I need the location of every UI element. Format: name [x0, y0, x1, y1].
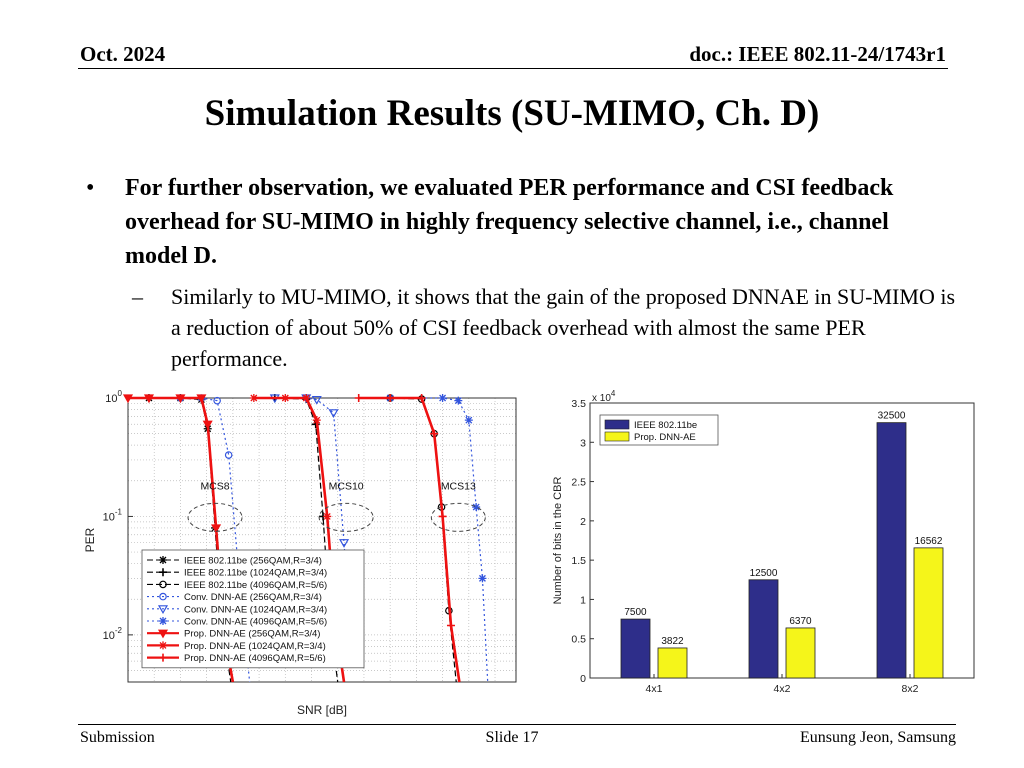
y-tick-label: 10-2	[103, 626, 123, 642]
bar-value-label: 6370	[789, 616, 812, 627]
legend-swatch	[604, 431, 630, 442]
x-axis-label: SNR [dB]	[297, 703, 347, 717]
data-point	[472, 503, 481, 512]
bar	[657, 647, 688, 679]
legend-marker	[159, 568, 167, 577]
x-tick-label: 8x2	[902, 683, 919, 695]
data-point	[213, 396, 221, 405]
y-tick-label: 3.5	[571, 398, 586, 410]
data-point	[438, 512, 447, 521]
plot-frame	[127, 397, 517, 683]
legend-label: Conv. DNN-AE (1024QAM,R=3/4)	[184, 604, 327, 615]
mcs-annotation: MCS8	[200, 480, 229, 492]
data-point	[175, 394, 186, 404]
y-tick-label: 1	[580, 594, 586, 606]
data-point	[354, 394, 363, 402]
data-point	[202, 420, 213, 430]
y-axis-label: PER	[83, 527, 97, 552]
legend-marker	[159, 653, 167, 662]
bar	[748, 579, 779, 679]
legend-label: Conv. DNN-AE (256QAM,R=3/4)	[184, 592, 322, 603]
bar	[876, 422, 907, 679]
mcs-annotation: MCS10	[329, 480, 364, 492]
legend-marker	[159, 556, 167, 564]
bullet-text: For further observation, we evaluated PE…	[125, 175, 894, 269]
header-doc-id: doc.: IEEE 802.11-24/1743r1	[689, 42, 946, 66]
x-tick-label: 4x2	[774, 683, 791, 695]
y-multiplier-label: x 104	[592, 389, 616, 404]
legend-marker	[157, 605, 169, 615]
y-tick-label: 2.5	[571, 477, 586, 489]
legend-marker	[157, 629, 169, 639]
header-date: Oct. 2024	[80, 42, 166, 66]
footer-author: Eunsung Jeon, Samsung	[800, 729, 956, 746]
data-point	[338, 539, 350, 548]
bullet-marker: •	[86, 175, 95, 201]
data-point	[302, 394, 311, 402]
y-tick-label: 0	[580, 673, 586, 685]
legend-label: Prop. DNN-AE	[634, 432, 696, 443]
legend-label: IEEE 802.11be (256QAM,R=3/4)	[184, 556, 322, 567]
bar-value-label: 32500	[878, 411, 906, 422]
header-divider	[78, 68, 948, 69]
data-point	[386, 394, 395, 402]
y-tick-label: 100	[105, 389, 122, 405]
slide-title: Simulation Results (SU-MIMO, Ch. D)	[204, 93, 820, 134]
bar-value-label: 7500	[624, 607, 647, 618]
legend-label: Prop. DNN-AE (4096QAM,R=5/6)	[184, 653, 326, 664]
legend-marker	[159, 592, 167, 601]
data-point	[312, 416, 321, 425]
legend-label: Conv. DNN-AE (4096QAM,R=5/6)	[184, 617, 327, 628]
data-point	[328, 409, 339, 419]
y-tick-label: 3	[580, 437, 586, 449]
data-point	[143, 394, 155, 404]
legend-label: Prop. DNN-AE (256QAM,R=3/4)	[184, 629, 320, 640]
data-point	[417, 394, 426, 402]
data-point	[196, 394, 207, 404]
legend-label: IEEE 802.11be	[634, 420, 697, 431]
bar-value-label: 12500	[750, 568, 778, 579]
legend-marker	[159, 580, 167, 589]
legend-swatch	[604, 419, 630, 430]
plot-frame	[589, 402, 975, 679]
data-point	[224, 451, 233, 459]
footer-divider	[78, 724, 956, 725]
bar-value-label: 3822	[661, 636, 684, 647]
data-point	[323, 512, 332, 521]
series-line	[274, 397, 339, 683]
bar-value-label: 16562	[915, 536, 943, 547]
csi-feedback-bar-chart: x 104 0 0.5 1 1.5 2 2.5 3 3.5 Number of bits in t…	[552, 389, 975, 695]
sub-bullet-marker: –	[132, 284, 143, 309]
bar	[913, 547, 944, 679]
legend-label: IEEE 802.11be (1024QAM,R=3/4)	[184, 568, 327, 579]
data-point	[438, 394, 447, 402]
x-tick-label: 4x1	[646, 683, 663, 695]
legend-label: Prop. DNN-AE (1024QAM,R=3/4)	[184, 641, 326, 652]
data-point	[311, 395, 322, 405]
data-point	[454, 396, 463, 405]
footer-slide-number: Slide 17	[485, 729, 539, 746]
per-vs-snr-chart: 100 10-1 10-2 SNR [dB] PER MCS8 MCS10 MCS13 IEEE…	[83, 389, 517, 717]
data-point	[122, 394, 134, 404]
legend-marker	[159, 617, 167, 625]
data-point	[430, 429, 439, 438]
mcs-annotation: MCS13	[441, 480, 476, 492]
data-point	[478, 574, 487, 583]
y-tick-label: 1.5	[571, 555, 586, 567]
bar	[620, 618, 651, 679]
data-point	[464, 416, 473, 425]
data-point	[281, 394, 290, 402]
data-point	[211, 524, 222, 534]
footer-submission: Submission	[80, 729, 155, 746]
legend-label: IEEE 802.11be (4096QAM,R=5/6)	[184, 580, 327, 591]
data-point	[446, 621, 455, 630]
bar	[785, 627, 816, 679]
y-tick-label: 10-1	[103, 507, 123, 523]
y-tick-label: 2	[580, 516, 586, 528]
y-tick-label: 0.5	[571, 634, 586, 646]
legend-marker	[159, 641, 167, 650]
sub-bullet-text: Similarly to MU-MIMO, it shows that the …	[171, 284, 956, 371]
y-axis-label: Number of bits in the CBR	[552, 477, 564, 605]
data-point	[249, 394, 258, 402]
